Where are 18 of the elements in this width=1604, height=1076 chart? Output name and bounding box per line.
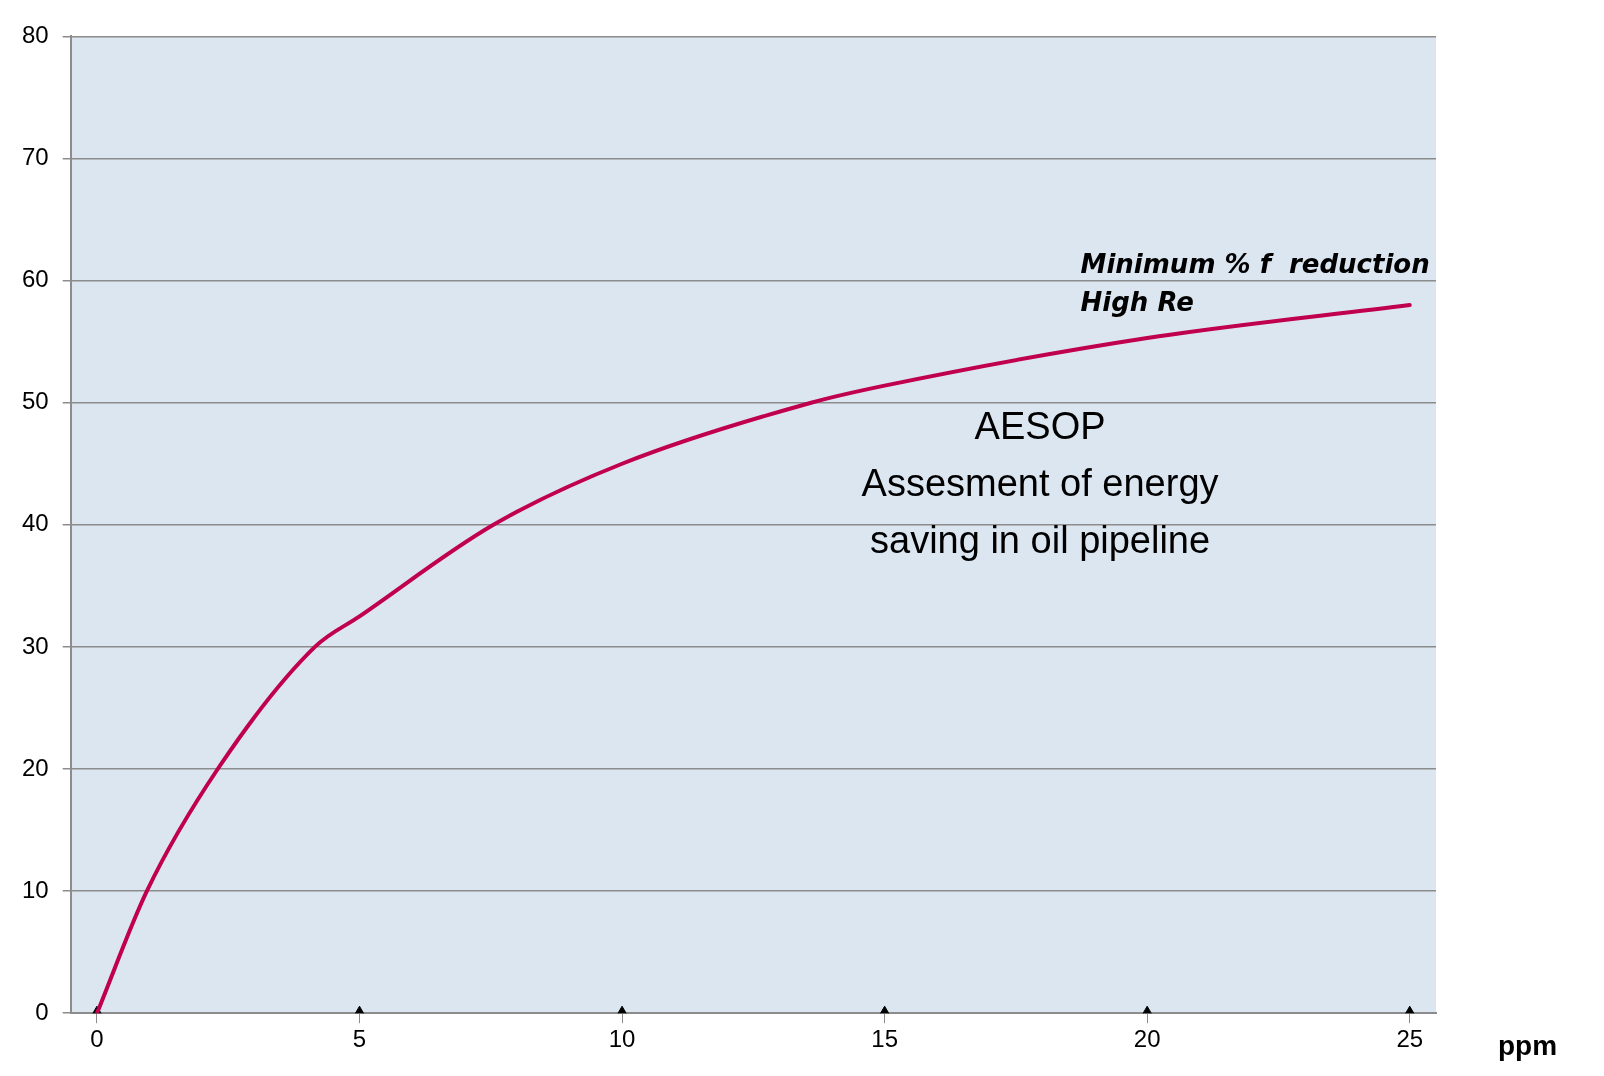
- y-tick-label: 40: [21, 509, 49, 537]
- y-tick-label: 70: [21, 143, 49, 171]
- y-tick-label: 50: [21, 387, 49, 415]
- y-tick-label: 80: [21, 21, 49, 49]
- series-label: Minimum % f reduction High Re: [1080, 249, 1430, 318]
- x-tick-label: 5: [352, 1025, 367, 1053]
- x-tick-label: 20: [1133, 1025, 1161, 1053]
- y-tick-label: 20: [21, 753, 49, 781]
- x-axis-title: ppm: [1498, 1029, 1558, 1061]
- y-tick-label: 60: [21, 265, 49, 293]
- y-tick-label: 30: [21, 631, 49, 659]
- y-tick-label: 0: [35, 997, 49, 1025]
- y-tick-label: 10: [21, 875, 49, 903]
- x-tick-label: 10: [608, 1025, 636, 1053]
- annotation: AESOP Assesment of energy saving in oil pipeline: [861, 405, 1219, 562]
- x-tick-label: 15: [871, 1025, 898, 1053]
- x-tick-label: 25: [1396, 1025, 1424, 1053]
- x-tick-label: 0: [90, 1025, 104, 1053]
